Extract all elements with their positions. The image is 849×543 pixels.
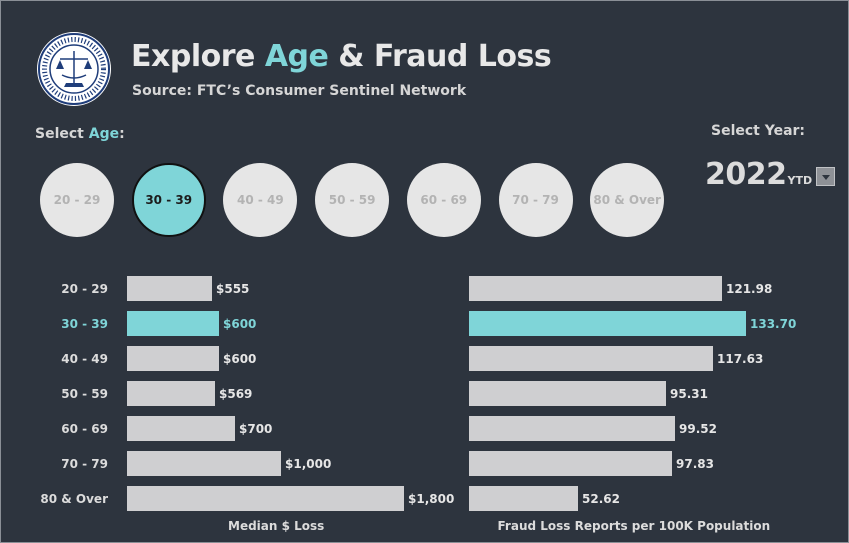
- page-title: Explore Age & Fraud Loss: [131, 39, 552, 74]
- age-button[interactable]: 20 - 29: [40, 163, 114, 237]
- bar-value-label: 117.63: [717, 352, 764, 366]
- axis-title: Fraud Loss Reports per 100K Population: [497, 519, 771, 533]
- bar[interactable]: [127, 486, 404, 511]
- bar[interactable]: [127, 276, 212, 301]
- bar[interactable]: [127, 381, 215, 406]
- select-year-label: Select Year:: [711, 123, 806, 139]
- bar[interactable]: [469, 486, 578, 511]
- bar[interactable]: [469, 451, 672, 476]
- category-label: 60 - 69: [61, 422, 108, 436]
- category-label: 30 - 39: [61, 317, 108, 331]
- bar[interactable]: [127, 346, 219, 371]
- select-age-label: Select Age:: [35, 126, 125, 142]
- year-value[interactable]: 2022YTD: [705, 157, 813, 192]
- category-label: 80 & Over: [40, 492, 108, 506]
- bar-value-label: 97.83: [676, 457, 714, 471]
- category-label: 50 - 59: [61, 387, 108, 401]
- category-label: 40 - 49: [61, 352, 108, 366]
- bar[interactable]: [127, 451, 281, 476]
- bar-value-label: 133.70: [750, 317, 797, 331]
- chevron-down-icon[interactable]: [816, 167, 835, 186]
- age-button[interactable]: 50 - 59: [315, 163, 390, 237]
- age-button[interactable]: 30 - 39: [131, 163, 206, 237]
- category-label: 70 - 79: [61, 457, 108, 471]
- ftc-seal-logo: [37, 32, 111, 106]
- bar[interactable]: [469, 346, 713, 371]
- bar-value-label: $1,800: [408, 492, 455, 506]
- bar[interactable]: [469, 311, 746, 336]
- category-label: 20 - 29: [61, 282, 108, 296]
- bar[interactable]: [127, 311, 219, 336]
- bar[interactable]: [469, 416, 675, 441]
- bar-value-label: $1,000: [285, 457, 332, 471]
- age-button[interactable]: 40 - 49: [223, 163, 298, 237]
- bar-value-label: 121.98: [726, 282, 773, 296]
- page-subtitle: Source: FTC’s Consumer Sentinel Network: [132, 83, 467, 99]
- bar-value-label: $569: [219, 387, 253, 401]
- bar[interactable]: [469, 276, 722, 301]
- age-button[interactable]: 70 - 79: [498, 163, 573, 237]
- bar-value-label: 95.31: [670, 387, 708, 401]
- bar[interactable]: [469, 381, 666, 406]
- bar-value-label: 52.62: [582, 492, 620, 506]
- bar-value-label: $555: [216, 282, 250, 296]
- age-button[interactable]: 80 & Over: [590, 163, 665, 237]
- bar-value-label: $600: [223, 317, 257, 331]
- age-button[interactable]: 60 - 69: [406, 163, 481, 237]
- bar-value-label: $600: [223, 352, 257, 366]
- bar[interactable]: [127, 416, 235, 441]
- bar-value-label: $700: [239, 422, 273, 436]
- bar-value-label: 99.52: [679, 422, 717, 436]
- axis-title: Median $ Loss: [228, 519, 325, 533]
